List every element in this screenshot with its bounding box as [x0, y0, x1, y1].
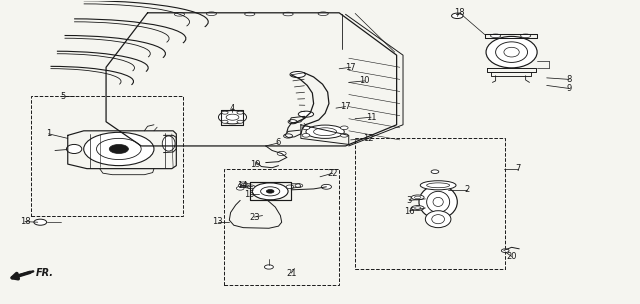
- Text: 12: 12: [363, 134, 373, 143]
- Ellipse shape: [340, 126, 348, 130]
- Ellipse shape: [67, 144, 82, 154]
- Ellipse shape: [314, 128, 337, 136]
- Text: 18: 18: [20, 217, 30, 226]
- Ellipse shape: [419, 185, 458, 219]
- Ellipse shape: [239, 182, 247, 185]
- Text: 1: 1: [46, 129, 51, 138]
- Text: 6: 6: [276, 138, 281, 147]
- Text: 17: 17: [346, 63, 356, 72]
- Ellipse shape: [415, 196, 421, 199]
- Ellipse shape: [431, 170, 439, 174]
- Text: 7: 7: [515, 164, 521, 173]
- Ellipse shape: [433, 197, 444, 206]
- Ellipse shape: [277, 151, 286, 156]
- Ellipse shape: [504, 47, 519, 57]
- Ellipse shape: [84, 132, 154, 166]
- Ellipse shape: [284, 134, 292, 138]
- Text: 18: 18: [454, 8, 465, 17]
- Ellipse shape: [174, 12, 184, 16]
- Ellipse shape: [97, 138, 141, 160]
- Text: 4: 4: [229, 104, 234, 112]
- Ellipse shape: [415, 207, 421, 209]
- Ellipse shape: [298, 111, 314, 117]
- Bar: [355, 138, 505, 268]
- Text: 2: 2: [464, 185, 470, 194]
- Ellipse shape: [321, 185, 332, 189]
- Ellipse shape: [427, 191, 450, 212]
- Ellipse shape: [412, 206, 424, 210]
- Ellipse shape: [452, 13, 463, 19]
- Ellipse shape: [283, 12, 293, 16]
- Text: 15: 15: [244, 190, 255, 199]
- Ellipse shape: [252, 183, 288, 200]
- Ellipse shape: [427, 183, 450, 188]
- Text: FR.: FR.: [36, 268, 54, 278]
- Text: 11: 11: [366, 113, 376, 122]
- Ellipse shape: [237, 120, 243, 123]
- Text: 9: 9: [566, 84, 572, 93]
- Text: 10: 10: [360, 76, 370, 85]
- Ellipse shape: [318, 12, 328, 16]
- Ellipse shape: [247, 185, 255, 188]
- Text: 8: 8: [566, 75, 572, 84]
- Text: 5: 5: [61, 92, 66, 101]
- Ellipse shape: [34, 219, 47, 225]
- Ellipse shape: [264, 265, 273, 269]
- Text: 21: 21: [286, 268, 296, 278]
- Ellipse shape: [306, 125, 344, 138]
- Text: 13: 13: [212, 217, 223, 226]
- Ellipse shape: [244, 12, 255, 16]
- Bar: [31, 96, 182, 216]
- Ellipse shape: [495, 42, 527, 62]
- Text: 23: 23: [249, 212, 260, 222]
- Ellipse shape: [420, 181, 456, 190]
- Ellipse shape: [266, 189, 274, 193]
- Ellipse shape: [520, 34, 531, 38]
- Ellipse shape: [238, 184, 246, 187]
- Text: 16: 16: [404, 206, 415, 216]
- Ellipse shape: [426, 211, 451, 228]
- Ellipse shape: [163, 136, 175, 151]
- Text: 22: 22: [328, 169, 338, 178]
- Text: 20: 20: [506, 252, 517, 261]
- Ellipse shape: [501, 249, 509, 252]
- Text: 3: 3: [406, 196, 412, 205]
- Ellipse shape: [302, 126, 310, 130]
- Ellipse shape: [286, 185, 294, 188]
- Ellipse shape: [236, 186, 244, 190]
- Ellipse shape: [260, 187, 280, 196]
- Ellipse shape: [302, 133, 310, 137]
- Ellipse shape: [340, 133, 348, 137]
- Ellipse shape: [295, 184, 303, 187]
- Ellipse shape: [237, 111, 243, 114]
- Ellipse shape: [221, 111, 228, 114]
- Ellipse shape: [206, 12, 216, 16]
- Ellipse shape: [412, 195, 424, 200]
- Ellipse shape: [490, 34, 500, 38]
- Ellipse shape: [486, 36, 537, 68]
- Text: 17: 17: [340, 102, 351, 111]
- Text: 14: 14: [237, 181, 247, 190]
- Ellipse shape: [109, 144, 129, 154]
- Bar: [224, 169, 339, 285]
- Ellipse shape: [432, 215, 445, 224]
- Ellipse shape: [288, 119, 297, 124]
- Ellipse shape: [218, 111, 246, 124]
- Ellipse shape: [221, 120, 228, 123]
- Ellipse shape: [290, 71, 305, 78]
- Text: 19: 19: [250, 160, 260, 169]
- Ellipse shape: [226, 114, 239, 120]
